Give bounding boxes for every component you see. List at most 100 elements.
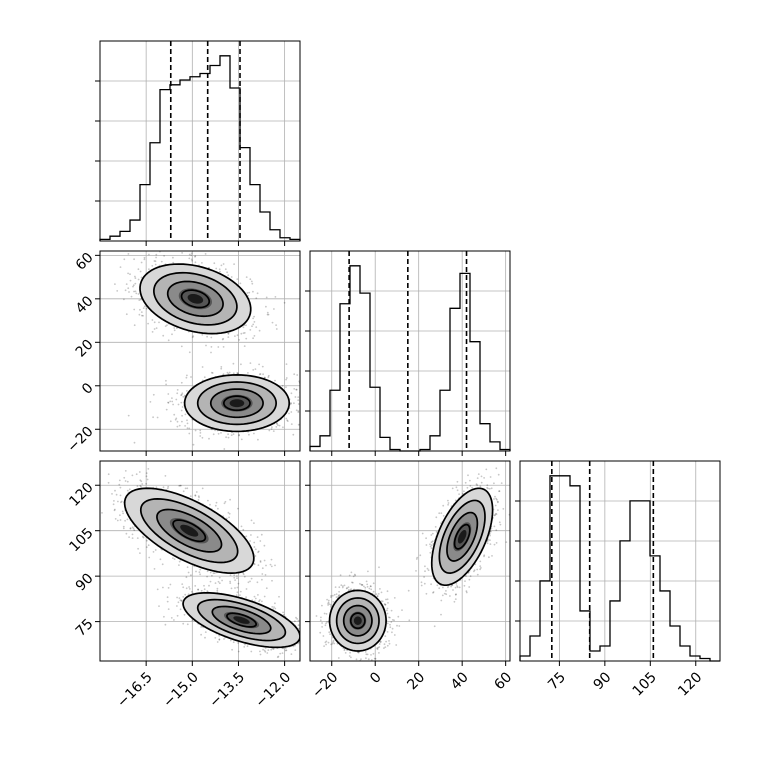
sample-point [168,339,170,341]
sample-point [185,488,187,490]
sample-point [145,483,147,485]
sample-point [217,346,219,348]
sample-point [133,258,135,260]
hist-step-1 [100,56,300,241]
sample-point [208,585,210,587]
sample-point [181,421,183,423]
sample-point [218,433,220,435]
sample-point [168,402,170,404]
sample-point [237,508,239,510]
sample-point [191,252,193,254]
sample-point [171,401,173,403]
sample-point [250,362,252,364]
sample-point [223,263,225,265]
sample-point [123,528,125,530]
sample-point [180,485,182,487]
sample-point [259,330,261,332]
sample-point [138,279,140,281]
sample-point [266,587,268,589]
sample-point [266,297,268,299]
sample-point [236,278,238,280]
sample-point [236,372,238,374]
sample-point [195,571,197,573]
sample-point [273,606,275,608]
sample-point [301,396,303,398]
sample-point [172,404,174,406]
sample-point [171,397,173,399]
sample-point [253,316,255,318]
sample-point [255,548,257,550]
sample-point [154,321,156,323]
sample-point [287,420,289,422]
sample-point [189,351,191,353]
sample-point [261,573,263,575]
sample-point [116,290,118,292]
sample-point [152,319,154,321]
sample-point [227,336,229,338]
sample-point [193,444,195,446]
sample-point [252,291,254,293]
sample-point [126,313,128,315]
sample-point [286,363,288,365]
sample-point [163,255,165,257]
panel-content [114,244,320,450]
sample-point [171,333,173,335]
sample-point [230,574,232,576]
sample-point [141,315,143,317]
sample-point [239,594,241,596]
sample-point [189,254,191,256]
sample-point [116,494,118,496]
sample-point [227,274,229,276]
sample-point [238,583,240,585]
sample-point [181,346,183,348]
sample-point [162,563,164,565]
sample-point [213,246,215,248]
sample-point [147,479,149,481]
sample-point [141,311,143,313]
sample-point [252,337,254,339]
sample-point [194,255,196,257]
sample-point [199,430,201,432]
sample-point [180,402,182,404]
sample-point [190,574,192,576]
sample-point [182,586,184,588]
sample-point [118,484,120,486]
sample-point [213,262,215,264]
sample-point [237,642,239,644]
sample-point [297,411,299,413]
sample-point [138,299,140,301]
sample-point [133,284,135,286]
sample-point [125,289,127,291]
sample-point [282,426,284,428]
sample-point [155,257,157,259]
sample-point [134,324,136,326]
sample-point [271,606,273,608]
sample-point [127,481,129,483]
sample-point [123,477,125,479]
sample-point [161,261,163,263]
sample-point [271,580,273,582]
sample-point [138,268,140,270]
sample-point [274,565,276,567]
sample-point [291,653,293,655]
sample-point [288,413,290,415]
sample-point [151,265,153,267]
sample-point [148,557,150,559]
sample-point [282,385,284,387]
sample-point [141,483,143,485]
sample-point [144,257,146,259]
sample-point [275,296,277,298]
sample-point [187,566,189,568]
sample-point [163,486,165,488]
sample-point [182,406,184,408]
sample-point [234,335,236,337]
sample-point [158,322,160,324]
sample-point [172,557,174,559]
sample-point [167,488,169,490]
sample-point [212,372,214,374]
sample-point [257,594,259,596]
sample-point [245,535,247,537]
hist-panel-2 [305,251,510,456]
sample-point [265,306,267,308]
sample-point [243,646,245,648]
